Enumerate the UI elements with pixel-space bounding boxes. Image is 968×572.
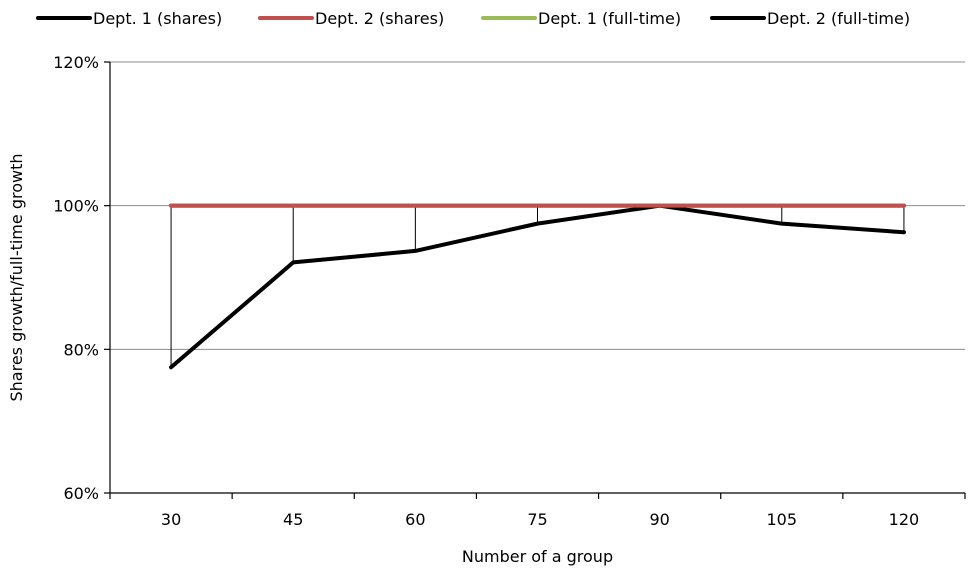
x-tick-label: 90 — [649, 510, 669, 529]
legend: Dept. 1 (shares) Dept. 2 (shares) Dept. 1 … — [36, 9, 910, 28]
legend-label-dept-2-shares: Dept. 2 (shares) — [315, 9, 444, 28]
x-axis-ticks: 30 45 60 75 90 105 120 — [109, 493, 966, 529]
y-tick-label: 120% — [53, 53, 99, 72]
x-tick-label: 120 — [889, 510, 920, 529]
y-axis-title: Shares growth/full-time growth — [7, 154, 26, 402]
legend-label-dept-2-full-time: Dept. 2 (full-time) — [767, 9, 910, 28]
x-tick-label: 45 — [283, 510, 303, 529]
axes — [109, 62, 965, 494]
drop-lines — [170, 205, 905, 368]
legend-label-dept-1-full-time: Dept. 1 (full-time) — [538, 9, 681, 28]
y-tick-label: 100% — [53, 197, 99, 216]
y-tick-label: 80% — [63, 340, 99, 359]
y-axis-ticks: 60% 80% 100% 120% — [53, 53, 110, 503]
series-line-dept-2-full-time — [169, 203, 906, 370]
x-tick-label: 60 — [405, 510, 425, 529]
y-tick-label: 60% — [63, 484, 99, 503]
x-tick-label: 75 — [527, 510, 547, 529]
x-axis-title: Number of a group — [462, 547, 613, 566]
x-tick-label: 30 — [161, 510, 181, 529]
legend-label-dept-1-shares: Dept. 1 (shares) — [93, 9, 222, 28]
series-lines — [169, 203, 906, 370]
x-tick-label: 105 — [767, 510, 798, 529]
